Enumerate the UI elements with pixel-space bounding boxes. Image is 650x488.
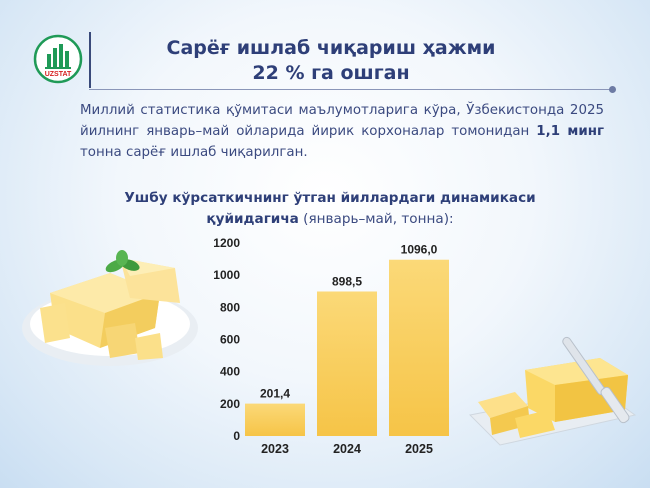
- intro-text-end: тонна сарёғ ишлаб чиқарилган.: [80, 145, 308, 160]
- y-tick-label: 1000: [213, 268, 240, 282]
- page-title: Сарёғ ишлаб чиқариш ҳажми 22 % га ошган: [150, 36, 512, 86]
- intro-paragraph: Миллий статистика қўмитаси маълумотлариг…: [80, 100, 604, 163]
- chart-heading-line-1: Ушбу кўрсаткичнинг ўтган йиллардаги дина…: [124, 190, 536, 206]
- logo-label: UZSTAT: [44, 71, 72, 78]
- divider-dot: [609, 86, 616, 93]
- butter-plate-left-illustration: [22, 250, 198, 366]
- y-tick-label: 600: [220, 333, 240, 347]
- title-line-1: Сарёғ ишлаб чиқариш ҳажми: [166, 37, 496, 59]
- y-tick-label: 800: [220, 300, 240, 314]
- x-category-label: 2023: [261, 442, 289, 456]
- bar-value-label: 201,4: [260, 387, 290, 401]
- header-divider-vertical: [89, 32, 91, 88]
- bar-2025: [389, 259, 449, 436]
- y-tick-label: 400: [220, 365, 240, 379]
- intro-highlight: 1,1 минг: [536, 124, 604, 139]
- butter-plate-right-illustration: [468, 336, 637, 446]
- chart-heading-unit: (январь–май, тонна):: [298, 211, 454, 227]
- chart-heading: Ушбу кўрсаткичнинг ўтган йиллардаги дина…: [110, 188, 550, 230]
- bar-2023: [245, 403, 305, 436]
- x-category-label: 2025: [405, 442, 433, 456]
- bar-value-label: 898,5: [332, 274, 362, 288]
- y-tick-label: 0: [233, 429, 240, 443]
- chart-heading-bold: қуйидагича: [206, 211, 299, 227]
- x-category-label: 2024: [333, 442, 361, 456]
- bar-2024: [317, 291, 377, 436]
- y-tick-label: 1200: [213, 236, 240, 250]
- title-line-2: 22 % га ошган: [252, 62, 410, 84]
- bar-value-label: 1096,0: [401, 243, 438, 257]
- uzstat-logo: [33, 34, 83, 84]
- header-divider-horizontal: [89, 89, 612, 90]
- chart-heading-line-2: қуйидагича (январь–май, тонна):: [110, 209, 550, 230]
- intro-text-start: Миллий статистика қўмитаси маълумотлариг…: [80, 103, 604, 139]
- butter-production-chart: 0 200 400 600 800 1000 1200 201,4 2023 898,5 2024 1…: [213, 236, 449, 456]
- y-tick-label: 200: [220, 397, 240, 411]
